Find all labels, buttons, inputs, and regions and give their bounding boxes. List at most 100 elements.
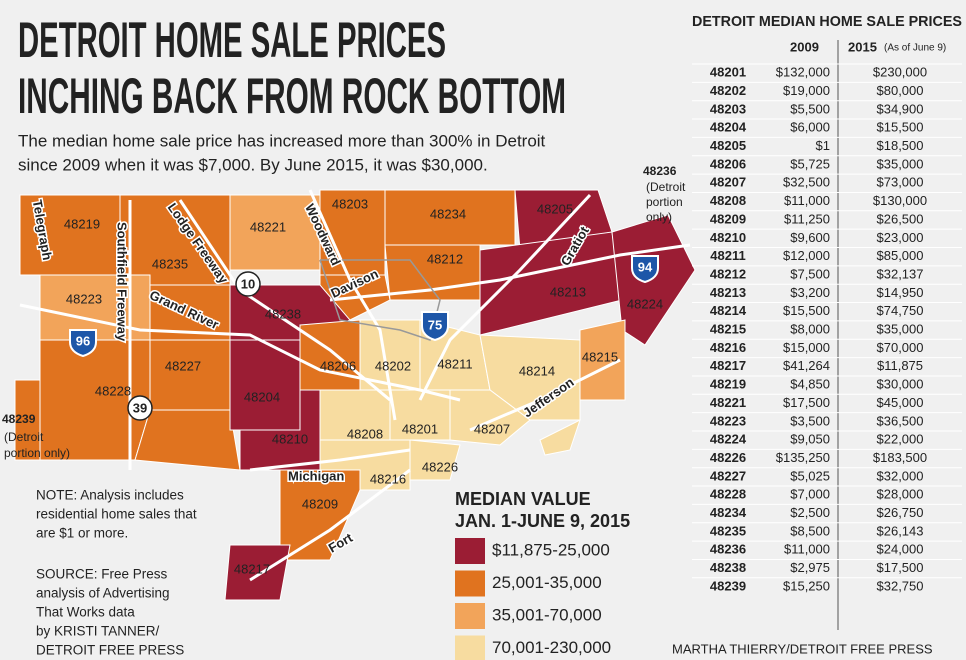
legend-swatch [455,538,485,564]
table-cell: 48228 [710,487,746,502]
zip-label: 48209 [302,496,338,511]
table-cell: 48209 [710,211,746,226]
region [579,319,626,401]
table-header: 2015 [848,39,877,54]
road [319,259,441,341]
route-number: 75 [428,317,442,332]
table-cell: $17,500 [877,560,924,575]
table-cell: $32,500 [783,175,830,190]
zip-label: 48208 [347,426,383,441]
zip-label: 48204 [244,389,280,404]
table-cell: $17,500 [783,395,830,410]
table-cell: $15,250 [783,578,830,593]
table-title: DETROIT MEDIAN HOME SALE PRICES [692,13,962,30]
table-cell: $132,000 [776,65,830,80]
region [539,419,581,456]
table-cell: $15,500 [877,120,924,135]
table-cell: $135,250 [776,450,830,465]
legend-swatch [455,570,485,597]
table-cell: $35,000 [877,156,924,171]
table-cell: $230,000 [873,65,927,80]
callout-text: (Detroit [4,430,44,444]
table-cell: 48206 [710,156,746,171]
table-cell: 48224 [710,432,747,447]
zip-label: 48207 [474,421,510,436]
route-number: 96 [76,333,90,348]
zip-label: 48228 [95,383,131,398]
table-cell: $70,000 [877,340,924,355]
table-cell: 48235 [710,523,746,538]
table-cell: $26,750 [877,505,924,520]
table-cell: 48226 [710,450,746,465]
table-cell: $7,500 [790,266,830,281]
region [299,319,361,391]
table-cell: $11,000 [784,542,830,557]
region [14,379,41,461]
region [224,544,291,601]
table-cell: $34,900 [877,101,924,116]
zip-label: 48227 [165,358,201,373]
note-line: are $1 or more. [36,526,128,541]
legend-label: 35,001-70,000 [492,605,602,624]
table-cell: $1 [816,138,830,153]
table-cell: 48207 [710,175,746,190]
zip-label: 48221 [250,219,286,234]
table-cell: $32,137 [877,266,924,281]
road [249,468,411,582]
zip-label: 48205 [537,201,573,216]
zip-label: 48202 [375,358,411,373]
table-cell: 48212 [710,266,746,281]
table-cell: $30,000 [877,377,924,392]
table-cell: 48202 [710,83,746,98]
callout-text: (Detroit [646,180,686,194]
title-line: DETROIT HOME SALE PRICES [18,12,446,68]
legend-title: JAN. 1-JUNE 9, 2015 [455,511,630,531]
table-cell: 48219 [710,377,746,392]
table-cell: 48214 [710,303,747,318]
table-cell: 48213 [710,285,746,300]
region [149,339,231,411]
table-cell: $14,950 [877,285,924,300]
table-cell: 48215 [710,322,746,337]
zip-label: 48210 [272,431,308,446]
route-number: 94 [638,259,653,274]
table-cell: $28,000 [877,487,924,502]
source-line: by KRISTI TANNER/ [36,624,160,639]
table-cell: $15,000 [783,340,830,355]
region [479,334,581,421]
table-cell: $8,500 [790,523,830,538]
table-cell: $18,500 [877,138,924,153]
table-cell: $85,000 [877,248,924,263]
legend-label: $11,875-25,000 [492,540,610,559]
subtitle-line: The median home sale price has increased… [18,131,546,150]
table-cell: $6,000 [790,120,830,135]
table-cell: $11,250 [784,211,830,226]
table-cell: $26,143 [877,523,924,538]
route-shield [127,395,153,421]
table-cell: $11,875 [877,358,923,373]
table-cell: 48221 [710,395,746,410]
table-cell: $19,000 [783,83,830,98]
zip-label: 48226 [422,459,458,474]
table-cell: $32,000 [877,468,924,483]
title-line: INCHING BACK FROM ROCK BOTTOM [18,68,566,124]
legend-label: 70,001-230,000 [492,638,611,657]
source-line: analysis of Advertising [36,586,170,601]
table-cell: 48236 [710,542,746,557]
table-cell: $80,000 [877,83,924,98]
zip-label: 48201 [402,421,438,436]
road-label: Michigan [288,468,344,483]
table: 48201 $132,000 $230,000 48202 $19,000 $80,000… [692,63,962,593]
road [178,199,391,402]
table-cell: $5,025 [790,468,830,483]
zip-label: 48206 [320,358,356,373]
zip-label: 48216 [370,471,406,486]
route-shield [631,255,659,284]
note-line: NOTE: Analysis includes [36,488,184,503]
table-cell: $32,750 [877,578,924,593]
zip-label: 48223 [66,291,102,306]
table-cell: $3,200 [790,285,830,300]
table-cell: 48238 [710,560,746,575]
zip-label: 48234 [430,206,466,221]
